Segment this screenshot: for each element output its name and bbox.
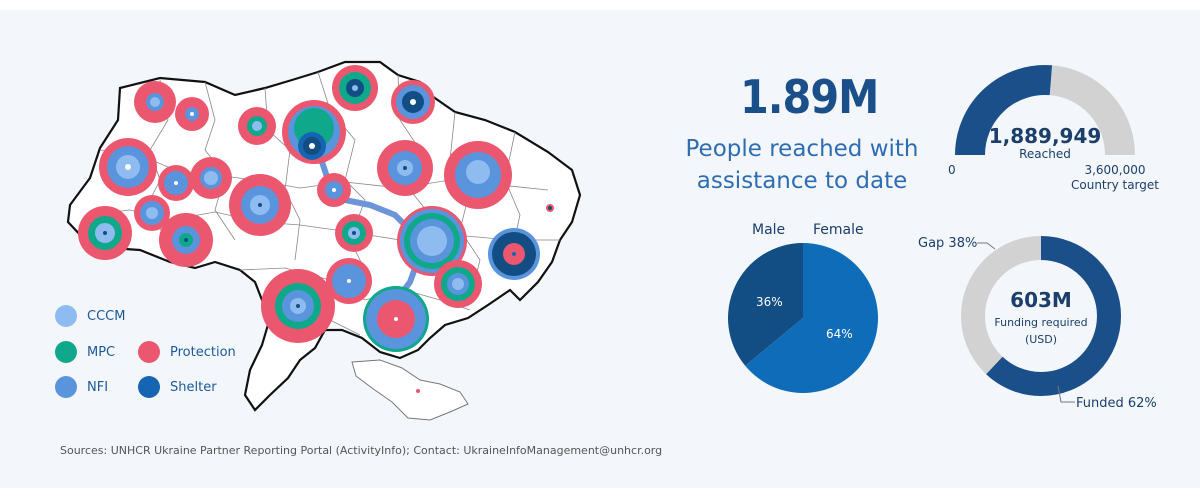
donut-value: 603M bbox=[1010, 288, 1072, 312]
legend-label-cccm: CCCM bbox=[87, 308, 126, 324]
bubble-ivano-frankivsk bbox=[134, 195, 170, 231]
bubble-donetsk bbox=[488, 228, 540, 280]
bubble-kirovohrad bbox=[335, 214, 373, 252]
legend-swatch-protection bbox=[138, 341, 160, 363]
people-reached-value: 1.89M bbox=[740, 70, 879, 124]
gauge-remaining-arc bbox=[1049, 65, 1135, 156]
legend-label-nfi: NFI bbox=[87, 379, 109, 395]
people-reached-line1: People reached with bbox=[685, 136, 919, 162]
pie-female-pct: 64% bbox=[826, 327, 853, 341]
gap-label: Gap 38% bbox=[918, 236, 978, 251]
bubble-sumy bbox=[391, 80, 435, 124]
gap-leader-line bbox=[977, 242, 996, 250]
pie-male-pct: 36% bbox=[756, 295, 783, 309]
gauge-min-label: 0 bbox=[948, 163, 956, 177]
bubble-rivne bbox=[175, 97, 209, 131]
legend-label-protection: Protection bbox=[170, 344, 236, 360]
bubble-mykolaiv bbox=[326, 258, 372, 304]
ukraine-map bbox=[66, 60, 582, 421]
bubble-crimea-small bbox=[416, 389, 420, 393]
legend-swatch-shelter bbox=[138, 376, 160, 398]
bubble-dnipro bbox=[397, 206, 467, 276]
bubble-cherkasy bbox=[317, 173, 351, 207]
legend-label-shelter: Shelter bbox=[170, 379, 217, 395]
map-crimea bbox=[351, 359, 469, 421]
map-bubbles bbox=[78, 65, 554, 393]
bubble-zhytomyr bbox=[238, 107, 276, 145]
bubble-khmelnytskyi bbox=[190, 157, 232, 199]
gauge-reached-arc bbox=[955, 65, 1053, 156]
bubble-zakarpattia bbox=[78, 206, 132, 260]
bubble-zaporizhzhia bbox=[434, 260, 482, 308]
bubble-ternopil bbox=[158, 165, 194, 201]
bubble-odesa bbox=[261, 269, 335, 343]
donut-caption-line2: (USD) bbox=[1024, 333, 1058, 346]
bubble-kherson bbox=[363, 286, 429, 352]
pie-male-label: Male bbox=[752, 222, 786, 238]
people-reached-line2: assistance to date bbox=[696, 168, 908, 194]
legend-item-nfi: NFI bbox=[55, 376, 108, 398]
bubble-chernihiv bbox=[332, 65, 378, 111]
legend-swatch-nfi bbox=[55, 376, 77, 398]
gauge-value: 1,889,949 bbox=[988, 124, 1102, 148]
gauge-max-caption: Country target bbox=[1071, 178, 1159, 192]
funded-leader-line bbox=[1057, 385, 1075, 403]
bubble-kharkiv bbox=[444, 141, 512, 209]
pie-slice-female bbox=[745, 243, 878, 393]
legend-label-mpc: MPC bbox=[87, 344, 116, 360]
gauge-caption: Reached bbox=[1019, 147, 1071, 161]
sources-text: Sources: UNHCR Ukraine Partner Reporting… bbox=[60, 444, 663, 457]
gender-pie bbox=[728, 243, 878, 393]
donut-funded-ring bbox=[961, 236, 1121, 396]
legend-item-shelter: Shelter bbox=[138, 376, 217, 398]
bubble-vinnytsia bbox=[229, 174, 291, 236]
legend-swatch-cccm bbox=[55, 305, 77, 327]
bubble-poltava bbox=[377, 140, 433, 196]
reached-gauge bbox=[955, 65, 1135, 156]
bubble-kyiv bbox=[282, 100, 346, 164]
bubble-chernivtsi bbox=[159, 213, 213, 267]
legend-item-protection: Protection bbox=[138, 341, 236, 363]
bubble-volyn bbox=[134, 81, 176, 123]
gauge-max-label: 3,600,000 bbox=[1084, 163, 1146, 177]
funded-label: Funded 62% bbox=[1076, 396, 1157, 411]
legend-swatch-mpc bbox=[55, 341, 77, 363]
bubble-luhansk-small bbox=[546, 204, 554, 212]
donut-caption-line1: Funding required bbox=[994, 316, 1088, 329]
pie-slice-male bbox=[728, 243, 803, 366]
bubble-lviv bbox=[99, 138, 157, 196]
legend-item-mpc: MPC bbox=[55, 341, 115, 363]
pie-female-label: Female bbox=[813, 222, 864, 238]
funding-donut bbox=[961, 236, 1121, 396]
legend-item-cccm: CCCM bbox=[55, 305, 125, 327]
